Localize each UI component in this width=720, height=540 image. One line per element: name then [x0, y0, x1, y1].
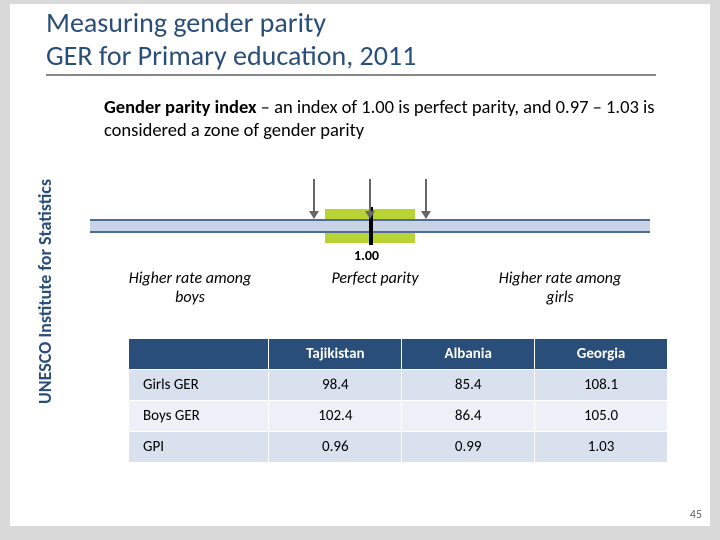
center-value: 1.00 — [354, 247, 379, 264]
slide-title: Measuring gender parity GER for Primary … — [46, 6, 666, 72]
arrow-head — [309, 211, 319, 219]
table-cell: 105.0 — [535, 401, 668, 432]
page-number: 45 — [690, 508, 702, 522]
label-perfect: Perfect parity — [320, 269, 430, 288]
table-row: Boys GER102.486.4105.0 — [129, 401, 668, 432]
table-col-header: Albania — [402, 339, 535, 370]
table-cell: 102.4 — [269, 401, 402, 432]
arrow-head — [421, 211, 431, 219]
title-underline — [46, 74, 656, 76]
table-cell: 1.03 — [535, 432, 668, 463]
row-label: Boys GER — [129, 401, 269, 432]
label-boys: Higher rate among boys — [120, 269, 260, 307]
title-line-1: Measuring gender parity — [46, 5, 326, 40]
arrow-down-icon — [369, 179, 371, 213]
arrow-down-icon — [425, 179, 427, 213]
table-cell: 85.4 — [402, 370, 535, 401]
table-cell: 98.4 — [269, 370, 402, 401]
intro-bold: Gender parity index — [104, 95, 257, 118]
table-cell: 108.1 — [535, 370, 668, 401]
table-row: GPI0.960.991.03 — [129, 432, 668, 463]
table-cell: 86.4 — [402, 401, 535, 432]
ger-table: TajikistanAlbaniaGeorgia Girls GER98.485… — [128, 338, 668, 463]
label-girls: Higher rate among girls — [490, 269, 630, 307]
sidebar-label: UNESCO Institute for Statistics — [34, 179, 56, 404]
table-col-header: Tajikistan — [269, 339, 402, 370]
row-label: Girls GER — [129, 370, 269, 401]
intro-text: Gender parity index – an index of 1.00 i… — [104, 96, 674, 141]
table-row: Girls GER98.485.4108.1 — [129, 370, 668, 401]
table-cell: 0.96 — [269, 432, 402, 463]
arrow-head — [365, 211, 375, 219]
slide: Measuring gender parity GER for Primary … — [10, 4, 710, 526]
table-col-header: Georgia — [535, 339, 668, 370]
arrow-down-icon — [313, 179, 315, 213]
parity-diagram: 1.00 Higher rate among boys Perfect pari… — [90, 179, 650, 299]
row-label: GPI — [129, 432, 269, 463]
table-header-row: TajikistanAlbaniaGeorgia — [129, 339, 668, 370]
table-col-header — [129, 339, 269, 370]
table-cell: 0.99 — [402, 432, 535, 463]
title-line-2: GER for Primary education, 2011 — [46, 38, 416, 73]
